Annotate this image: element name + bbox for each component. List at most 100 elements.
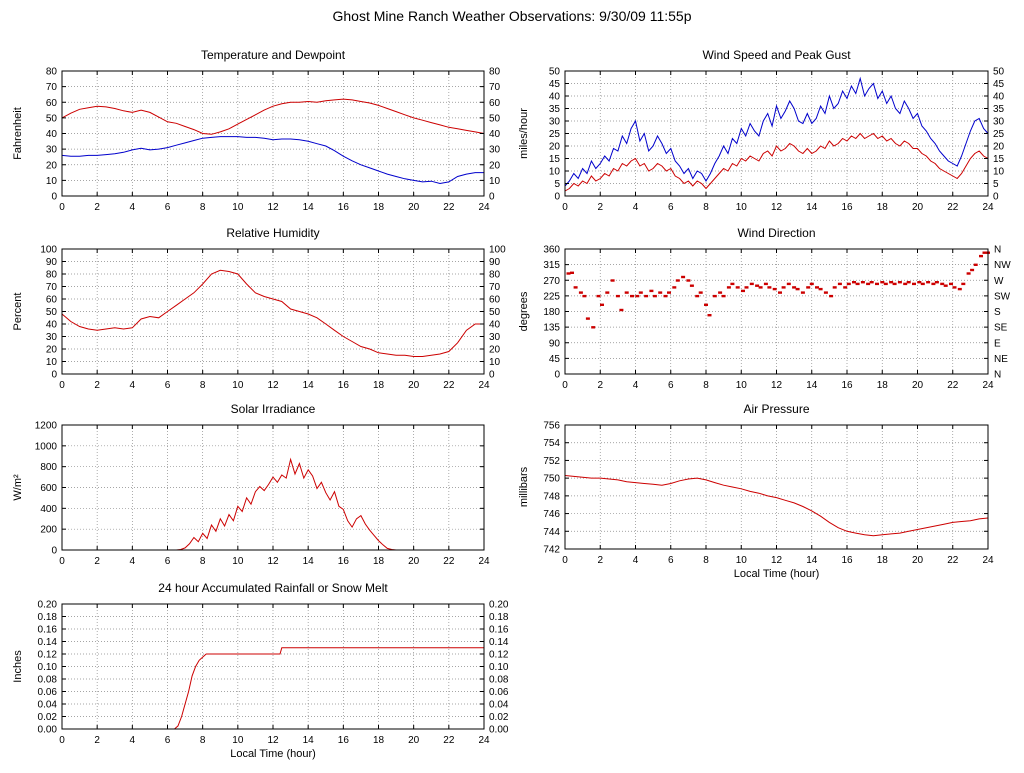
- y-tick-label: 0: [51, 192, 57, 203]
- x-tick-label: 0: [562, 202, 568, 213]
- data-point: [934, 281, 939, 284]
- y-tick-label: 20: [46, 345, 58, 356]
- y-tick-label: 0: [51, 370, 57, 381]
- x-tick-label: 16: [338, 556, 350, 567]
- x-tick-label: 6: [165, 556, 171, 567]
- y-tick-label: 0.10: [38, 662, 58, 673]
- data-point: [823, 291, 828, 294]
- tick-marks: [564, 424, 989, 550]
- x-tick-label: 24: [982, 380, 994, 391]
- x-axis-label: Local Time (hour): [734, 568, 820, 580]
- data-point: [957, 287, 962, 291]
- data-point: [832, 286, 837, 289]
- data-point: [973, 263, 978, 266]
- x-tick-label: 12: [771, 380, 783, 391]
- y-tick-label-right: 0.10: [489, 662, 509, 673]
- data-point: [949, 282, 953, 286]
- y-tick-label-right: 5: [993, 179, 999, 190]
- series-peak-gust: [564, 76, 989, 187]
- data-point: [652, 294, 657, 298]
- y-tick-label-right: 100: [489, 245, 506, 256]
- x-tick-label: 6: [668, 380, 674, 391]
- tick-marks: [61, 70, 485, 197]
- data-point: [961, 282, 966, 286]
- data-point: [778, 291, 782, 294]
- y-tick-label-right: 40: [489, 129, 501, 140]
- y-tick-label: 80: [46, 67, 58, 78]
- y-tick-label: 45: [549, 354, 561, 365]
- chart-title: Wind Direction: [737, 226, 815, 240]
- y-tick-label-right: 45: [993, 79, 1005, 90]
- y-tick-label: 50: [549, 67, 561, 78]
- x-tick-label: 4: [633, 380, 639, 391]
- y-tick-label-right: N: [994, 245, 1001, 256]
- y-tick-label: 70: [46, 282, 58, 293]
- tick-marks: [61, 248, 485, 375]
- y-tick-label-right: N: [994, 370, 1001, 381]
- x-tick-label: 24: [478, 556, 490, 567]
- x-tick-label: 12: [771, 555, 783, 566]
- y-tick-label-right: 90: [489, 257, 501, 268]
- x-tick-label: 24: [478, 202, 490, 213]
- tick-labels: 0.00 0.000.02 0.020.04 0.040.06 0.060.08 0.08…: [38, 600, 509, 747]
- x-tick-label: 20: [408, 556, 420, 567]
- data-point: [837, 282, 842, 286]
- x-tick-label: 16: [841, 202, 853, 213]
- y-tick-label: 20: [46, 160, 58, 171]
- x-tick-label: 18: [373, 556, 385, 567]
- y-tick-label-right: 25: [993, 129, 1005, 140]
- y-tick-label: 70: [46, 82, 58, 93]
- x-tick-label: 12: [267, 380, 279, 391]
- y-tick-label: 180: [543, 307, 560, 318]
- data-point: [721, 294, 726, 298]
- data-point: [663, 294, 668, 298]
- y-tick-label: 20: [549, 142, 561, 153]
- chart-rainfall: 0.00 0.00 0.02 0.02 0.04 0.04 0.06 0.06 0.08 0.08…: [8, 574, 514, 768]
- y-tick-label-right: 30: [489, 332, 501, 343]
- x-tick-label: 10: [736, 380, 748, 391]
- y-tick-label-right: 0.08: [489, 675, 509, 686]
- x-tick-label: 16: [338, 380, 350, 391]
- series-rainfall: [62, 647, 484, 730]
- data-point: [619, 308, 624, 312]
- y-tick-label: 90: [549, 338, 561, 349]
- x-tick-label: 10: [736, 555, 748, 566]
- data-point: [658, 291, 663, 294]
- data-point: [712, 294, 717, 298]
- x-tick-label: 4: [130, 202, 136, 213]
- data-point: [763, 282, 768, 286]
- x-tick-label: 0: [562, 380, 568, 391]
- data-point: [686, 279, 691, 282]
- x-tick-label: 0: [562, 555, 568, 566]
- data-point: [681, 275, 686, 279]
- data-point: [883, 282, 888, 286]
- data-point: [735, 286, 740, 289]
- y-tick-label-right: 40: [489, 320, 501, 331]
- x-tick-label: 4: [633, 202, 639, 213]
- y-tick-label-right: 30: [993, 117, 1005, 128]
- series-wind-speed: [564, 132, 989, 192]
- y-tick-label-right: 0: [489, 370, 495, 381]
- y-tick-label: 0.12: [38, 650, 58, 661]
- y-tick-label: 40: [549, 92, 561, 103]
- x-tick-label: 14: [303, 735, 315, 746]
- y-tick-label: 0.14: [38, 637, 58, 648]
- tick-marks: [564, 70, 989, 197]
- data-point: [897, 281, 902, 284]
- y-tick-label-right: 0.02: [489, 712, 509, 723]
- data-point: [644, 294, 649, 298]
- data-point: [566, 272, 571, 275]
- y-tick-label: 0.16: [38, 625, 58, 636]
- grid-lines: [62, 604, 484, 729]
- x-tick-label: 12: [771, 202, 783, 213]
- y-tick-label: 10: [46, 357, 58, 368]
- series-pressure: [564, 475, 989, 537]
- x-tick-label: 18: [877, 202, 889, 213]
- x-tick-label: 0: [59, 735, 65, 746]
- x-tick-label: 8: [200, 556, 206, 567]
- tick-marks: [564, 248, 989, 375]
